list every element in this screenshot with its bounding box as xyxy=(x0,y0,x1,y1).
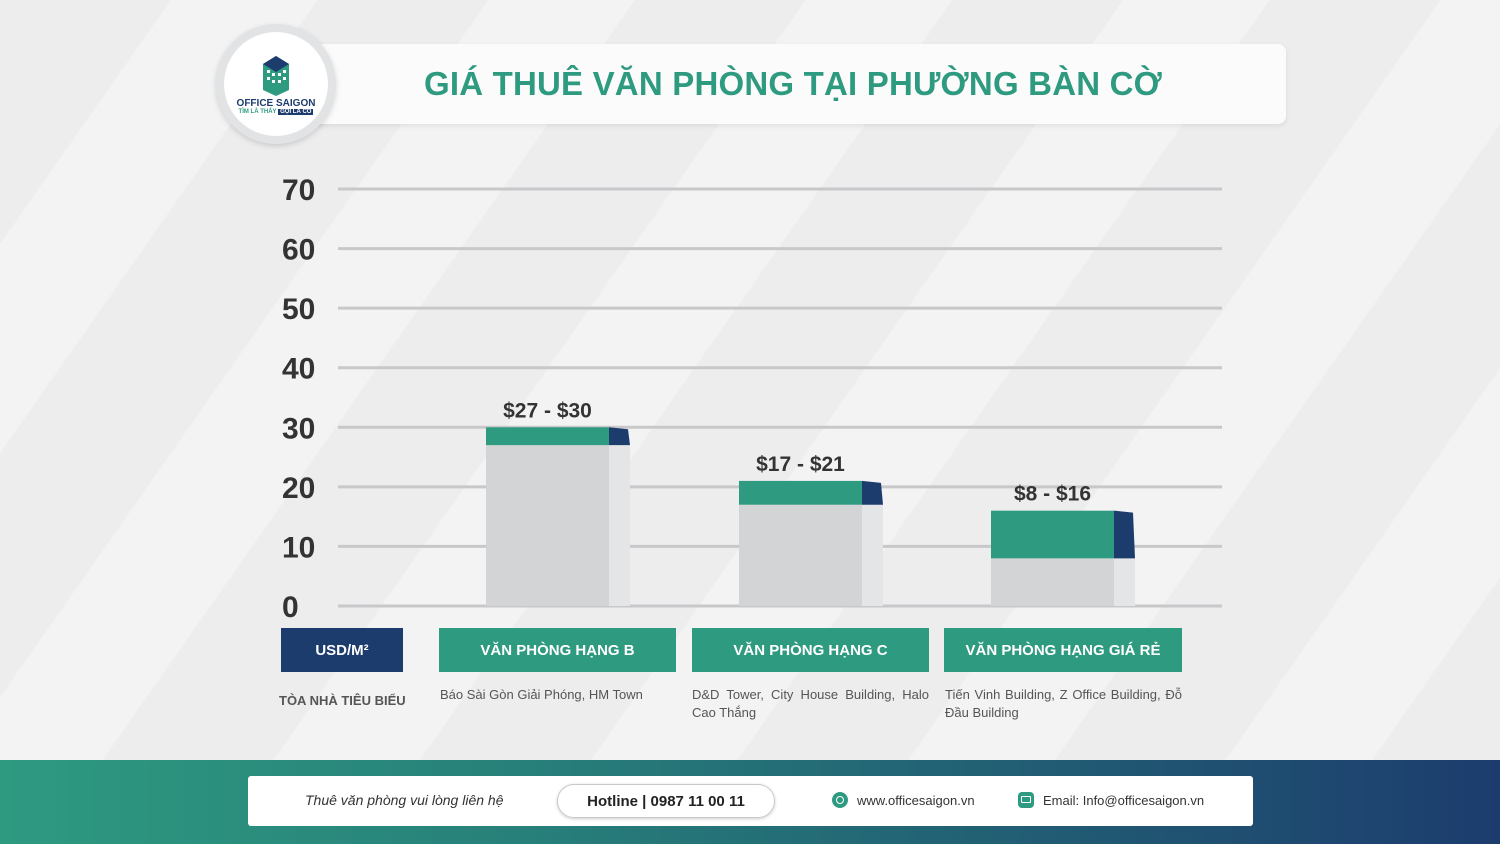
notable-buildings-label: TÒA NHÀ TIÊU BIỂU xyxy=(279,693,406,708)
footer-card: Thuê văn phòng vui lòng liên hệ Hotline … xyxy=(248,776,1253,826)
buildings-hang-c: D&D Tower, City House Building, Halo Cao… xyxy=(692,687,929,720)
bar-base xyxy=(739,504,862,606)
bar-range-side xyxy=(609,427,630,446)
globe-icon xyxy=(832,792,848,808)
data-label: $8 - $16 xyxy=(1014,483,1091,506)
bar-base-side xyxy=(862,504,883,606)
data-label: $17 - $21 xyxy=(756,453,845,476)
mail-icon xyxy=(1018,792,1034,808)
logo-name: OFFICE SAIGON xyxy=(236,97,316,109)
y-tick-label: 50 xyxy=(282,293,315,326)
email-text: Email: Info@officesaigon.vn xyxy=(1043,792,1205,808)
logo: OFFICE SAIGON TÌM LÀ THẤY GỌI LÀ CÓ xyxy=(216,24,336,144)
y-tick-label: 10 xyxy=(282,531,315,564)
bar-range xyxy=(739,480,862,505)
y-tick-label: 30 xyxy=(282,412,315,445)
bar-base-side xyxy=(609,445,630,606)
title-card: GIÁ THUÊ VĂN PHÒNG TẠI PHƯỜNG BÀN CỜ xyxy=(300,44,1286,124)
bar-range-side xyxy=(1114,510,1135,559)
email-link[interactable]: Email: Info@officesaigon.vn xyxy=(1018,792,1204,808)
bar-chart: 0 10 20 30 40 50 60 70 $27 - $30 $17 - $21 $8 - $1… xyxy=(282,174,1222,624)
y-tick-label: 60 xyxy=(282,234,315,267)
bar-range-side xyxy=(862,480,883,505)
buildings-hang-b: Báo Sài Gòn Giải Phóng, HM Town xyxy=(440,687,643,702)
category-label-gia-re: VĂN PHÒNG HẠNG GIÁ RẺ xyxy=(944,628,1182,672)
footer: Thuê văn phòng vui lòng liên hệ Hotline … xyxy=(0,760,1500,844)
category-label-hang-c: VĂN PHÒNG HẠNG C xyxy=(692,628,929,672)
y-tick-label: 0 xyxy=(282,591,299,624)
data-label: $27 - $30 xyxy=(503,399,592,422)
bar-base xyxy=(486,445,609,606)
bar-base xyxy=(991,558,1114,606)
page-title: GIÁ THUÊ VĂN PHÒNG TẠI PHƯỜNG BÀN CỜ xyxy=(423,65,1163,102)
website-link[interactable]: www.officesaigon.vn xyxy=(832,792,975,808)
hotline-button[interactable]: Hotline | 0987 11 00 11 xyxy=(557,784,775,818)
website-text: www.officesaigon.vn xyxy=(857,792,975,808)
unit-label: USD/M² xyxy=(281,628,403,672)
logo-tagline-highlight: GỌI LÀ CÓ xyxy=(278,108,314,115)
y-tick-label: 20 xyxy=(282,472,315,505)
logo-tagline-prefix: TÌM LÀ THẤY xyxy=(238,108,277,115)
bar-base-side xyxy=(1114,558,1135,606)
y-tick-label: 40 xyxy=(282,353,315,386)
buildings-gia-re: Tiến Vinh Building, Z Office Building, Đ… xyxy=(945,687,1182,720)
contact-text: Thuê văn phòng vui lòng liên hệ xyxy=(305,792,504,808)
logo-tagline: TÌM LÀ THẤY GỌI LÀ CÓ xyxy=(238,108,314,115)
bar-range xyxy=(991,510,1114,559)
y-tick-label: 70 xyxy=(282,174,315,207)
category-label-hang-b: VĂN PHÒNG HẠNG B xyxy=(439,628,676,672)
bar-range xyxy=(486,427,609,446)
building-logo-icon xyxy=(263,55,289,96)
logo-badge: OFFICE SAIGON TÌM LÀ THẤY GỌI LÀ CÓ xyxy=(224,32,328,136)
